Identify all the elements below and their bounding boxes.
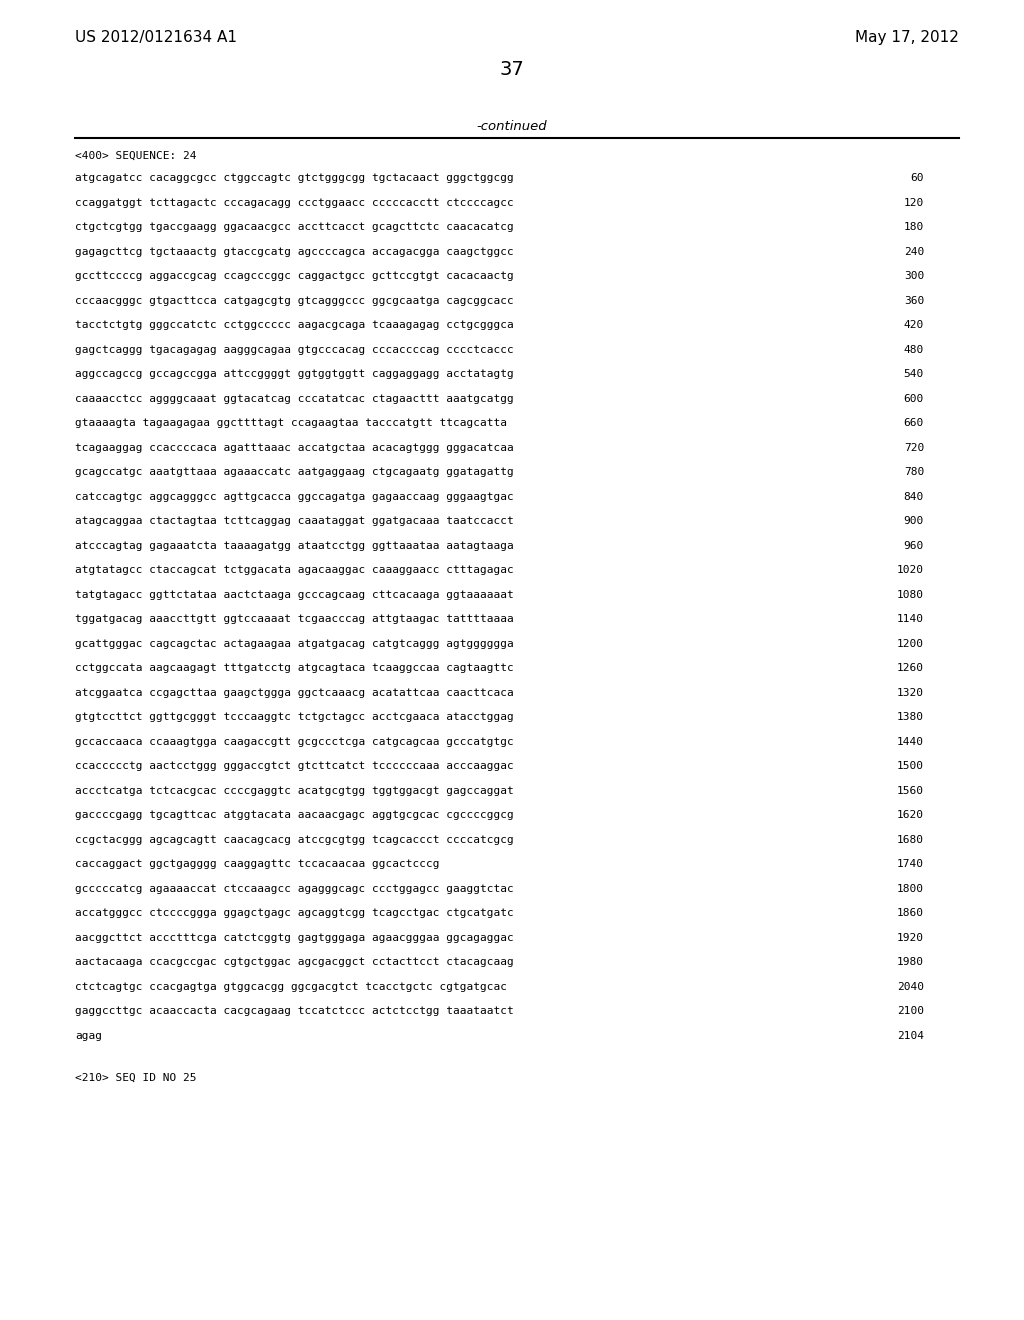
- Text: 1980: 1980: [897, 957, 924, 968]
- Text: accatgggcc ctccccggga ggagctgagc agcaggtcgg tcagcctgac ctgcatgatc: accatgggcc ctccccggga ggagctgagc agcaggt…: [75, 908, 514, 917]
- Text: May 17, 2012: May 17, 2012: [855, 30, 959, 45]
- Text: tcagaaggag ccaccccaca agatttaaac accatgctaa acacagtggg gggacatcaa: tcagaaggag ccaccccaca agatttaaac accatgc…: [75, 442, 514, 453]
- Text: aacggcttct accctttcga catctcggtg gagtgggaga agaacgggaa ggcagaggac: aacggcttct accctttcga catctcggtg gagtggg…: [75, 932, 514, 942]
- Text: 2104: 2104: [897, 1031, 924, 1040]
- Text: tacctctgtg gggccatctc cctggccccc aagacgcaga tcaaagagag cctgcgggca: tacctctgtg gggccatctc cctggccccc aagacgc…: [75, 319, 514, 330]
- Text: gccaccaaca ccaaagtgga caagaccgtt gcgccctcga catgcagcaa gcccatgtgc: gccaccaaca ccaaagtgga caagaccgtt gcgccct…: [75, 737, 514, 747]
- Text: <400> SEQUENCE: 24: <400> SEQUENCE: 24: [75, 150, 197, 161]
- Text: tatgtagacc ggttctataa aactctaaga gcccagcaag cttcacaaga ggtaaaaaat: tatgtagacc ggttctataa aactctaaga gcccagc…: [75, 590, 514, 599]
- Text: 1560: 1560: [897, 785, 924, 796]
- Text: ccgctacggg agcagcagtt caacagcacg atccgcgtgg tcagcaccct ccccatcgcg: ccgctacggg agcagcagtt caacagcacg atccgcg…: [75, 834, 514, 845]
- Text: 600: 600: [904, 393, 924, 404]
- Text: 1140: 1140: [897, 614, 924, 624]
- Text: aggccagccg gccagccgga attccggggt ggtggtggtt caggaggagg acctatagtg: aggccagccg gccagccgga attccggggt ggtggtg…: [75, 370, 514, 379]
- Text: 1080: 1080: [897, 590, 924, 599]
- Text: gcccccatcg agaaaaccat ctccaaagcc agagggcagc ccctggagcc gaaggtctac: gcccccatcg agaaaaccat ctccaaagcc agagggc…: [75, 883, 514, 894]
- Text: atagcaggaa ctactagtaa tcttcaggag caaataggat ggatgacaaa taatccacct: atagcaggaa ctactagtaa tcttcaggag caaatag…: [75, 516, 514, 525]
- Text: gccttccccg aggaccgcag ccagcccggc caggactgcc gcttccgtgt cacacaactg: gccttccccg aggaccgcag ccagcccggc caggact…: [75, 271, 514, 281]
- Text: gtgtccttct ggttgcgggt tcccaaggtc tctgctagcc acctcgaaca atacctggag: gtgtccttct ggttgcgggt tcccaaggtc tctgcta…: [75, 711, 514, 722]
- Text: 960: 960: [904, 540, 924, 550]
- Text: ctctcagtgc ccacgagtga gtggcacgg ggcgacgtct tcacctgctc cgtgatgcac: ctctcagtgc ccacgagtga gtggcacgg ggcgacgt…: [75, 982, 507, 991]
- Text: 660: 660: [904, 418, 924, 428]
- Text: 1380: 1380: [897, 711, 924, 722]
- Text: catccagtgc aggcagggcc agttgcacca ggccagatga gagaaccaag gggaagtgac: catccagtgc aggcagggcc agttgcacca ggccaga…: [75, 491, 514, 502]
- Text: gagctcaggg tgacagagag aagggcagaa gtgcccacag cccaccccag cccctcaccc: gagctcaggg tgacagagag aagggcagaa gtgccca…: [75, 345, 514, 355]
- Text: gcagccatgc aaatgttaaa agaaaccatc aatgaggaag ctgcagaatg ggatagattg: gcagccatgc aaatgttaaa agaaaccatc aatgagg…: [75, 467, 514, 477]
- Text: 60: 60: [910, 173, 924, 183]
- Text: 1440: 1440: [897, 737, 924, 747]
- Text: 300: 300: [904, 271, 924, 281]
- Text: ctgctcgtgg tgaccgaagg ggacaacgcc accttcacct gcagcttctc caacacatcg: ctgctcgtgg tgaccgaagg ggacaacgcc accttca…: [75, 222, 514, 232]
- Text: 2100: 2100: [897, 1006, 924, 1016]
- Text: gcattgggac cagcagctac actagaagaa atgatgacag catgtcaggg agtgggggga: gcattgggac cagcagctac actagaagaa atgatga…: [75, 639, 514, 648]
- Text: 120: 120: [904, 198, 924, 207]
- Text: cccaacgggc gtgacttcca catgagcgtg gtcagggccc ggcgcaatga cagcggcacc: cccaacgggc gtgacttcca catgagcgtg gtcaggg…: [75, 296, 514, 305]
- Text: accctcatga tctcacgcac ccccgaggtc acatgcgtgg tggtggacgt gagccaggat: accctcatga tctcacgcac ccccgaggtc acatgcg…: [75, 785, 514, 796]
- Text: 1320: 1320: [897, 688, 924, 697]
- Text: 1260: 1260: [897, 663, 924, 673]
- Text: caaaacctcc aggggcaaat ggtacatcag cccatatcac ctagaacttt aaatgcatgg: caaaacctcc aggggcaaat ggtacatcag cccatat…: [75, 393, 514, 404]
- Text: gaccccgagg tgcagttcac atggtacata aacaacgagc aggtgcgcac cgccccggcg: gaccccgagg tgcagttcac atggtacata aacaacg…: [75, 810, 514, 820]
- Text: 1860: 1860: [897, 908, 924, 917]
- Text: ccaggatggt tcttagactc cccagacagg ccctggaacc cccccacctt ctccccagcc: ccaggatggt tcttagactc cccagacagg ccctgga…: [75, 198, 514, 207]
- Text: 1680: 1680: [897, 834, 924, 845]
- Text: 540: 540: [904, 370, 924, 379]
- Text: 1920: 1920: [897, 932, 924, 942]
- Text: 900: 900: [904, 516, 924, 525]
- Text: 240: 240: [904, 247, 924, 256]
- Text: 37: 37: [500, 59, 524, 79]
- Text: 840: 840: [904, 491, 924, 502]
- Text: gagagcttcg tgctaaactg gtaccgcatg agccccagca accagacgga caagctggcc: gagagcttcg tgctaaactg gtaccgcatg agcccca…: [75, 247, 514, 256]
- Text: 360: 360: [904, 296, 924, 305]
- Text: atgcagatcc cacaggcgcc ctggccagtc gtctgggcgg tgctacaact gggctggcgg: atgcagatcc cacaggcgcc ctggccagtc gtctggg…: [75, 173, 514, 183]
- Text: <210> SEQ ID NO 25: <210> SEQ ID NO 25: [75, 1073, 197, 1082]
- Text: cctggccata aagcaagagt tttgatcctg atgcagtaca tcaaggccaa cagtaagttc: cctggccata aagcaagagt tttgatcctg atgcagt…: [75, 663, 514, 673]
- Text: US 2012/0121634 A1: US 2012/0121634 A1: [75, 30, 237, 45]
- Text: gaggccttgc acaaccacta cacgcagaag tccatctccc actctcctgg taaataatct: gaggccttgc acaaccacta cacgcagaag tccatct…: [75, 1006, 514, 1016]
- Text: gtaaaagta tagaagagaa ggcttttagt ccagaagtaa tacccatgtt ttcagcatta: gtaaaagta tagaagagaa ggcttttagt ccagaagt…: [75, 418, 507, 428]
- Text: 1500: 1500: [897, 762, 924, 771]
- Text: 2040: 2040: [897, 982, 924, 991]
- Text: 180: 180: [904, 222, 924, 232]
- Text: aactacaaga ccacgccgac cgtgctggac agcgacggct cctacttcct ctacagcaag: aactacaaga ccacgccgac cgtgctggac agcgacg…: [75, 957, 514, 968]
- Text: -continued: -continued: [477, 120, 547, 133]
- Text: 720: 720: [904, 442, 924, 453]
- Text: atcggaatca ccgagcttaa gaagctggga ggctcaaacg acatattcaa caacttcaca: atcggaatca ccgagcttaa gaagctggga ggctcaa…: [75, 688, 514, 697]
- Text: 480: 480: [904, 345, 924, 355]
- Text: 1200: 1200: [897, 639, 924, 648]
- Text: tggatgacag aaaccttgtt ggtccaaaat tcgaacccag attgtaagac tattttaaaa: tggatgacag aaaccttgtt ggtccaaaat tcgaacc…: [75, 614, 514, 624]
- Text: agag: agag: [75, 1031, 102, 1040]
- Text: caccaggact ggctgagggg caaggagttc tccacaacaa ggcactcccg: caccaggact ggctgagggg caaggagttc tccacaa…: [75, 859, 439, 869]
- Text: atgtatagcc ctaccagcat tctggacata agacaaggac caaaggaacc ctttagagac: atgtatagcc ctaccagcat tctggacata agacaag…: [75, 565, 514, 576]
- Text: atcccagtag gagaaatcta taaaagatgg ataatcctgg ggttaaataa aatagtaaga: atcccagtag gagaaatcta taaaagatgg ataatcc…: [75, 540, 514, 550]
- Text: 1620: 1620: [897, 810, 924, 820]
- Text: ccaccccctg aactcctggg gggaccgtct gtcttcatct tccccccaaa acccaaggac: ccaccccctg aactcctggg gggaccgtct gtcttca…: [75, 762, 514, 771]
- Text: 1800: 1800: [897, 883, 924, 894]
- Text: 1740: 1740: [897, 859, 924, 869]
- Text: 780: 780: [904, 467, 924, 477]
- Text: 420: 420: [904, 319, 924, 330]
- Text: 1020: 1020: [897, 565, 924, 576]
